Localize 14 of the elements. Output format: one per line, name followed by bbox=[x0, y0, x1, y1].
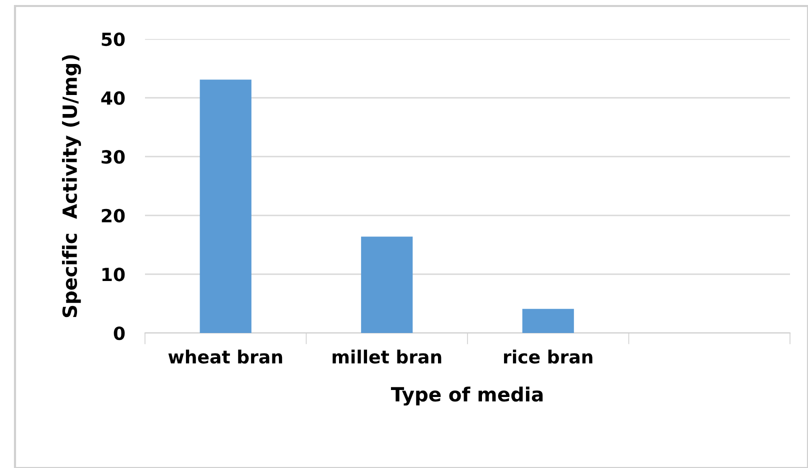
x-axis-title: Type of media bbox=[390, 386, 543, 406]
y-tick-label: 30 bbox=[102, 150, 125, 164]
y-tick-label: 20 bbox=[102, 208, 125, 223]
x-tick-label: wheat bran bbox=[168, 350, 282, 364]
bar bbox=[200, 80, 252, 333]
y-axis-title: Specific Activity (U/mg) bbox=[62, 55, 81, 318]
y-tick-label: 50 bbox=[102, 32, 125, 46]
bar bbox=[522, 308, 574, 333]
x-tick-label: rice bran bbox=[504, 350, 592, 364]
y-tick-label: 10 bbox=[102, 268, 125, 282]
x-tick-label: millet bran bbox=[332, 350, 442, 364]
y-tick-label: 40 bbox=[101, 91, 125, 105]
bar bbox=[361, 236, 413, 333]
y-tick-label: 0 bbox=[114, 326, 125, 340]
